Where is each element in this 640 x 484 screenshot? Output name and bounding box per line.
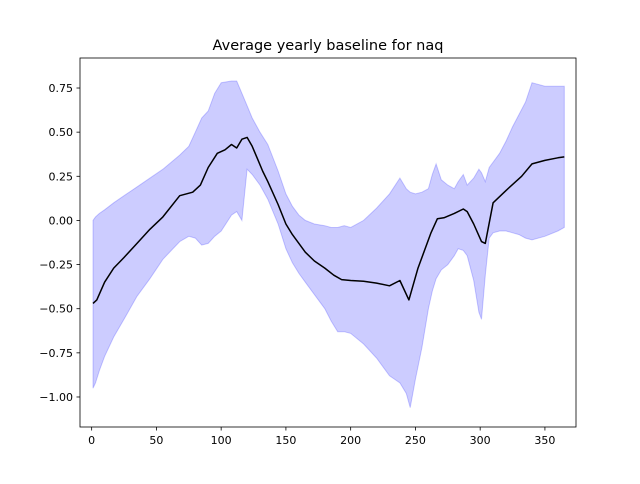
x-axis: 0 50 100 150 200 250 300 350 [88,427,555,447]
x-tick-label: 50 [149,434,163,447]
axes-frame [79,57,577,428]
x-tick-label: 100 [211,434,232,447]
y-tick-label: −0.50 [39,303,73,316]
y-tick-label: 0.00 [49,214,74,227]
y-tick-label: −1.00 [39,391,73,404]
y-tick-label: −0.25 [39,259,73,272]
x-tick-label: 250 [405,434,426,447]
y-axis: −1.00 −0.75 −0.50 −0.25 0.00 0.25 0.50 0.75 [39,82,80,404]
y-tick-label: 0.50 [49,126,74,139]
y-tick-label: 0.75 [49,82,74,95]
y-tick-label: 0.25 [49,170,74,183]
x-tick-label: 350 [534,434,555,447]
x-tick-label: 200 [340,434,361,447]
x-tick-label: 150 [275,434,296,447]
plot-area [92,80,565,408]
baseline-line-0 [92,136,565,304]
chart-title: Average yearly baseline for naq [213,38,444,54]
x-tick-label: 0 [88,434,95,447]
x-tick-label: 300 [470,434,491,447]
y-tick-label: −0.75 [39,347,73,360]
plot-series-group [92,80,565,408]
